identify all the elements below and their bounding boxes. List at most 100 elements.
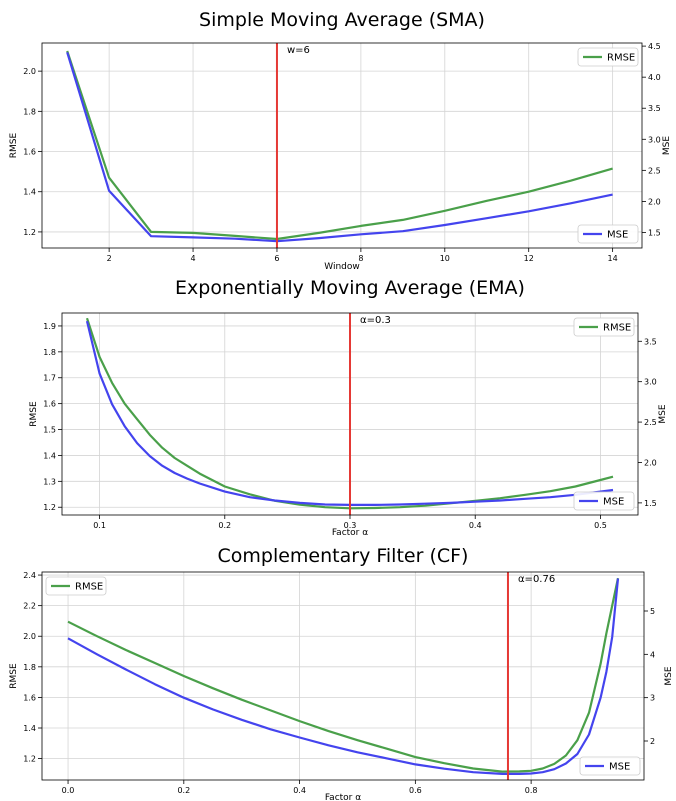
series-mse-line [85, 320, 614, 506]
x-axis-label: Factor α [332, 528, 368, 538]
x-tick-label: 0.8 [525, 786, 538, 795]
y-left-tick-label: 1.2 [23, 755, 36, 764]
y-left-tick-label: 1.8 [23, 663, 36, 672]
y-right-tick-label: 2 [650, 737, 655, 746]
y-left-tick-label: 1.4 [23, 724, 36, 733]
y-left-tick-label: 1.3 [43, 477, 56, 486]
y-left-tick-label: 1.8 [23, 107, 36, 116]
y-left-axis-label: RMSE [9, 663, 19, 689]
legend-box [573, 317, 635, 337]
chart-title: Exponentially Moving Average (EMA) [175, 277, 525, 299]
y-left-tick-label: 1.5 [43, 426, 56, 435]
legend-rmse: RMSE [573, 317, 635, 337]
x-axis-label: Factor α [325, 793, 361, 801]
x-tick-label: 0.3 [344, 521, 357, 530]
legend-mse: MSE [579, 756, 641, 776]
series-mse-line [66, 51, 613, 243]
legend-box [579, 756, 641, 776]
series-mse-line [67, 578, 620, 776]
x-axis-label: Window [324, 262, 360, 272]
y-left-tick-label: 1.6 [43, 400, 56, 409]
x-tick-label: 2 [107, 254, 112, 263]
x-tick-label: 0.0 [62, 786, 75, 795]
series-rmse-line [66, 50, 613, 241]
x-tick-label: 14 [608, 254, 618, 263]
y-right-tick-label: 2.0 [648, 197, 661, 206]
marker-label: w=6 [287, 45, 310, 56]
y-right-tick-label: 3.5 [644, 337, 657, 346]
legend-label: MSE [607, 230, 628, 241]
plot-frame [41, 571, 645, 781]
chart-title: Simple Moving Average (SMA) [199, 9, 485, 31]
series-rmse-line [85, 317, 614, 510]
marker-label: α=0.76 [518, 574, 555, 585]
y-left-tick-label: 1.4 [23, 188, 36, 197]
x-tick-label: 4 [191, 254, 196, 263]
plot-frame [41, 42, 643, 249]
y-right-axis-label: MSE [664, 666, 674, 685]
legend-label: RMSE [603, 323, 631, 334]
y-right-tick-label: 4 [650, 650, 655, 659]
plot-frame [61, 312, 639, 516]
legend-rmse: RMSE [45, 576, 107, 596]
y-left-tick-label: 1.6 [23, 148, 36, 157]
y-left-tick-label: 2.2 [23, 602, 36, 611]
y-right-tick-label: 3.0 [648, 135, 661, 144]
chart-2: Exponentially Moving Average (EMA) 0.1 0.2… [29, 277, 668, 538]
y-left-tick-label: 1.4 [43, 451, 56, 460]
x-tick-label: 0.4 [293, 786, 306, 795]
y-left-tick-label: 2.0 [23, 67, 36, 76]
y-left-tick-label: 1.9 [43, 322, 56, 331]
legend-label: MSE [603, 497, 624, 508]
x-tick-label: 12 [524, 254, 534, 263]
y-right-tick-label: 4.5 [648, 42, 661, 51]
legend-box [45, 576, 107, 596]
x-tick-label: 0.2 [218, 521, 231, 530]
grid [42, 43, 642, 248]
chart-3: Complementary Filter (CF) 0.0 0.2 0.4 0.6 0.8… [9, 545, 674, 801]
grid [42, 572, 644, 780]
legend-mse: MSE [577, 224, 639, 244]
marker-label: α=0.3 [360, 315, 391, 326]
y-left-tick-label: 2.0 [23, 632, 36, 641]
x-tick-label: 0.4 [469, 521, 482, 530]
legend-box [577, 47, 639, 67]
legend-label: RMSE [607, 53, 635, 64]
chart-1: Simple Moving Average (SMA) 2 4 6 8 10 12 14 1.2… [9, 9, 672, 272]
x-tick-label: 0.5 [594, 521, 607, 530]
x-tick-label: 6 [274, 254, 279, 263]
y-right-tick-label: 2.0 [644, 458, 657, 467]
y-right-tick-label: 1.5 [644, 499, 657, 508]
x-tick-label: 0.6 [409, 786, 422, 795]
x-tick-label: 10 [440, 254, 450, 263]
y-right-tick-label: 1.5 [648, 228, 661, 237]
y-left-tick-label: 1.2 [23, 228, 36, 237]
y-left-tick-label: 1.2 [43, 503, 56, 512]
y-left-tick-label: 1.7 [43, 374, 56, 383]
chart-title: Complementary Filter (CF) [218, 545, 469, 567]
legend-box [577, 224, 639, 244]
x-tick-label: 8 [358, 254, 363, 263]
y-right-tick-label: 3.0 [644, 378, 657, 387]
legend-label: MSE [609, 762, 630, 773]
y-left-tick-label: 2.4 [23, 571, 36, 580]
x-tick-label: 0.2 [177, 786, 190, 795]
y-left-axis-label: RMSE [29, 401, 39, 427]
series-rmse-line [67, 577, 620, 773]
legend-rmse: RMSE [577, 47, 639, 67]
y-right-axis-label: MSE [662, 136, 672, 155]
y-right-tick-label: 5 [650, 607, 655, 616]
legend-mse: MSE [573, 491, 635, 511]
x-tick-label: 0.1 [93, 521, 106, 530]
y-left-axis-label: RMSE [9, 132, 19, 158]
y-right-tick-label: 3.5 [648, 104, 661, 113]
y-left-tick-label: 1.8 [43, 348, 56, 357]
y-right-tick-label: 2.5 [644, 418, 657, 427]
legend-label: RMSE [75, 582, 103, 593]
legend-box [573, 491, 635, 511]
y-right-tick-label: 4.0 [648, 73, 661, 82]
y-left-tick-label: 1.6 [23, 693, 36, 702]
y-right-tick-label: 3 [650, 694, 655, 703]
y-right-axis-label: MSE [658, 404, 668, 423]
